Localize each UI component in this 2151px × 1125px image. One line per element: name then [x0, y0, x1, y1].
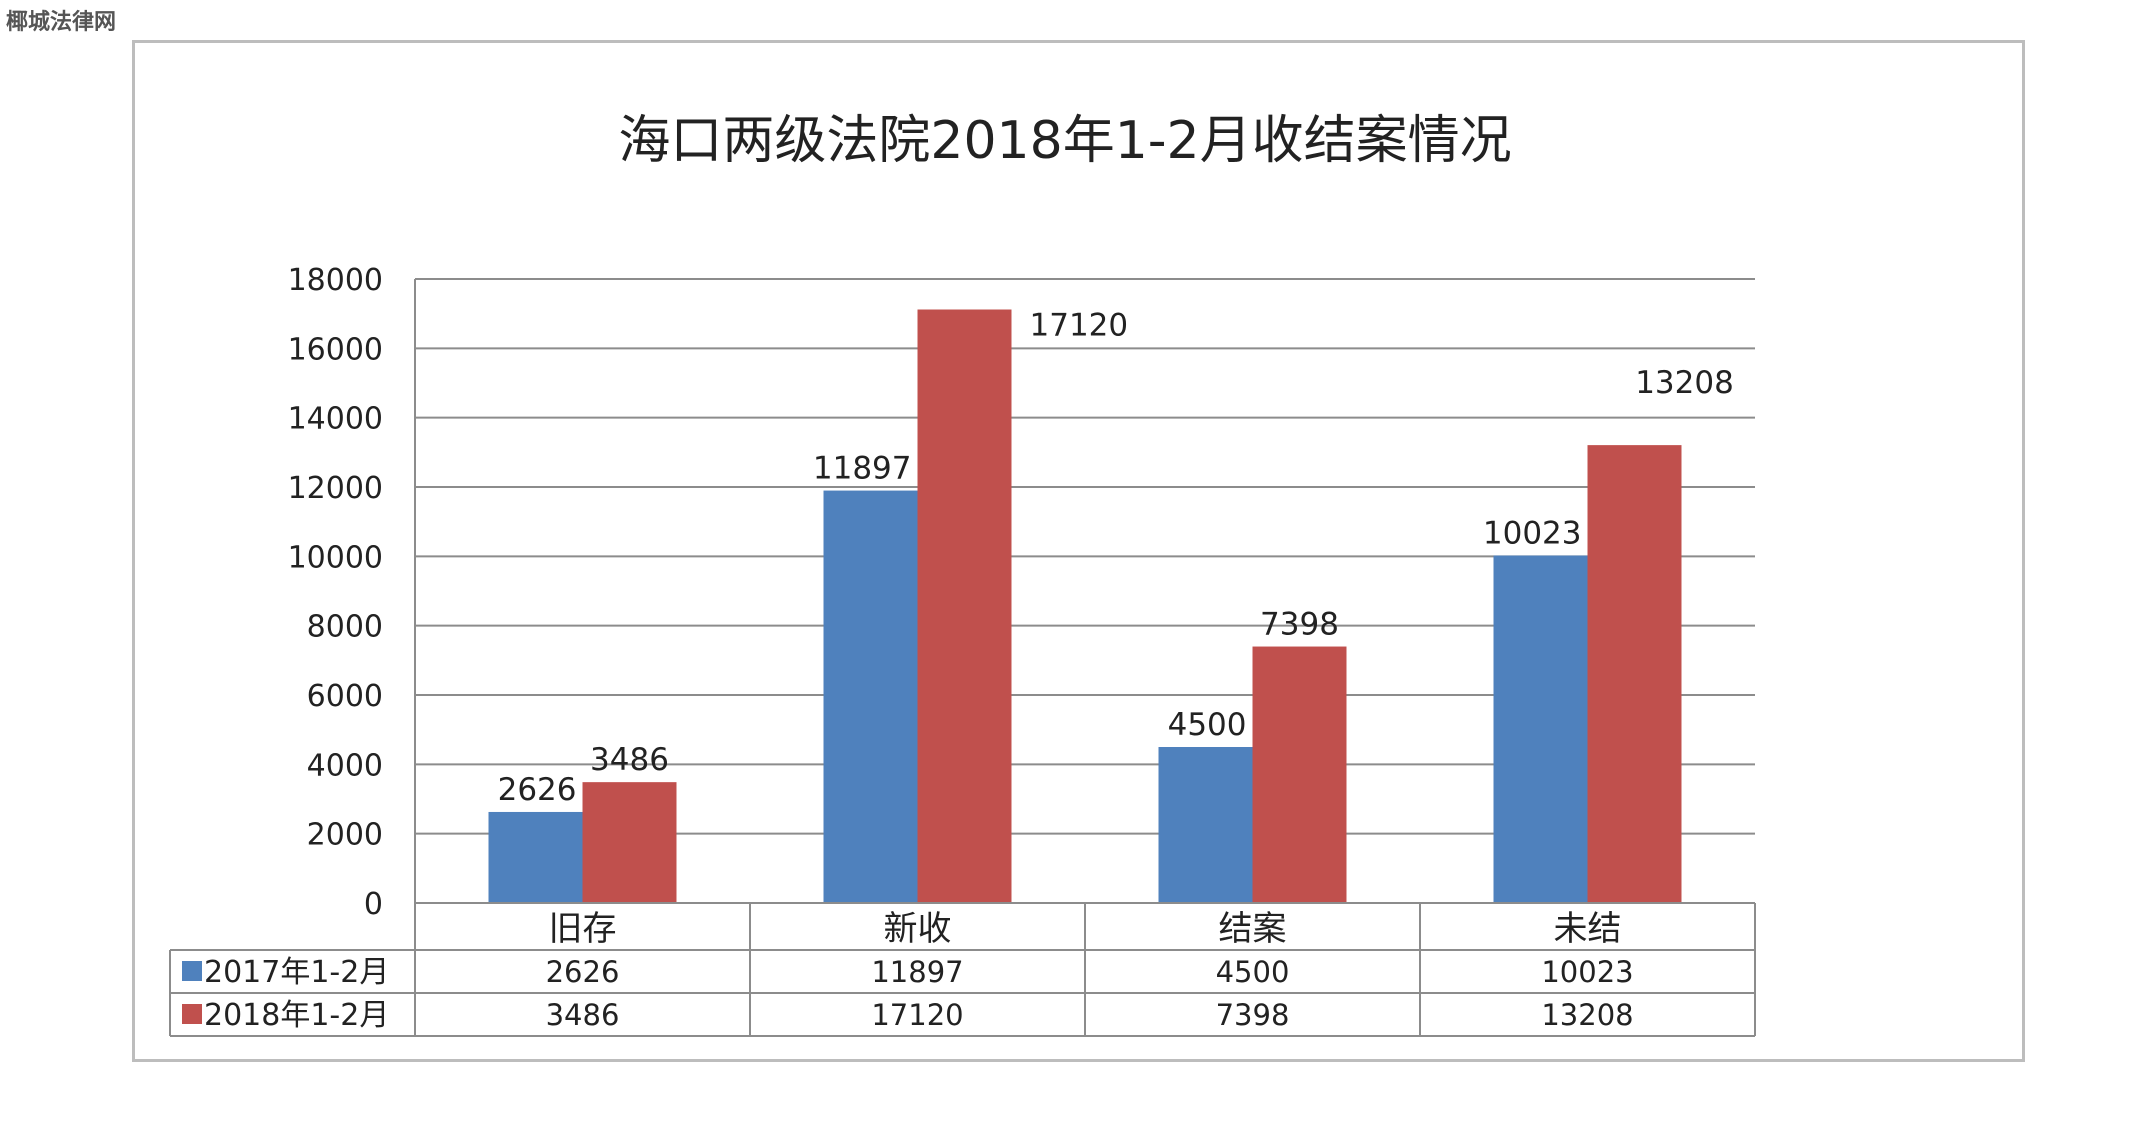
- table-cell: 4500: [1216, 955, 1290, 989]
- bar: [917, 309, 1012, 903]
- watermark: 椰城法律网: [6, 10, 117, 35]
- category-label: 未结: [1554, 909, 1622, 949]
- legend-label: 2017年1-2月: [204, 955, 389, 990]
- bar: [488, 811, 583, 903]
- y-tick-label: 2000: [307, 818, 383, 853]
- table-cell: 3486: [546, 998, 620, 1032]
- y-tick-label: 12000: [288, 471, 383, 506]
- data-label: 11897: [813, 451, 912, 487]
- y-axis: 0 2000 4000 6000 8000 10000 12000 14000 16000 180…: [288, 263, 416, 1036]
- chart-frame: [132, 40, 2025, 1062]
- data-label: 17120: [1030, 308, 1129, 344]
- category-label: 结案: [1219, 909, 1287, 949]
- y-tick-label: 6000: [307, 679, 383, 714]
- table-cell: 11897: [871, 955, 963, 989]
- y-tick-label: 8000: [307, 610, 383, 645]
- legend-swatch: [182, 961, 202, 981]
- bar: [1252, 646, 1347, 903]
- y-tick-label: 14000: [288, 402, 383, 437]
- data-label: 4500: [1168, 707, 1247, 743]
- table-cell: 2626: [546, 955, 620, 989]
- table-cell: 10023: [1541, 955, 1633, 989]
- category-label: 旧存: [549, 909, 617, 949]
- table-cell: 13208: [1541, 998, 1633, 1032]
- bar: [1158, 747, 1253, 903]
- bars: [488, 309, 1682, 903]
- bar: [1493, 555, 1588, 903]
- y-tick-label: 16000: [288, 332, 383, 367]
- legend-label: 2018年1-2月: [204, 998, 389, 1033]
- data-labels: 2626 3486 11897 17120 4500 7398 10023 13208: [498, 308, 1734, 808]
- y-tick-label: 4000: [307, 748, 383, 783]
- bar: [1587, 445, 1682, 903]
- y-tick-label: 18000: [288, 263, 383, 298]
- bar: [823, 490, 918, 903]
- data-label: 3486: [590, 742, 669, 778]
- y-tick-label: 0: [364, 887, 383, 922]
- category-label: 新收: [884, 909, 952, 949]
- data-label: 7398: [1260, 607, 1339, 643]
- legend-swatch: [182, 1004, 202, 1024]
- data-label: 10023: [1483, 516, 1582, 552]
- table-cell: 7398: [1216, 998, 1290, 1032]
- y-tick-label: 10000: [288, 540, 383, 575]
- bar: [582, 782, 677, 903]
- chart-title: 海口两级法院2018年1-2月收结案情况: [618, 111, 1511, 171]
- data-label: 13208: [1635, 365, 1734, 401]
- table-cell: 17120: [871, 998, 963, 1032]
- data-label: 2626: [498, 772, 577, 808]
- data-table: 旧存 新收 结案 未结 2017年1-2月 2626 11897 4500 10023 2018年…: [169, 902, 1756, 1037]
